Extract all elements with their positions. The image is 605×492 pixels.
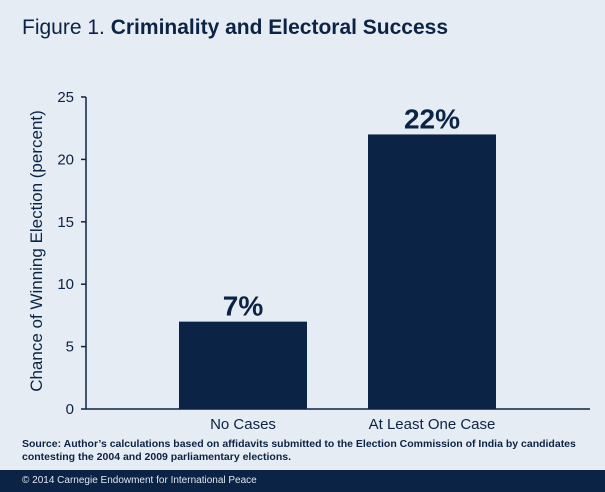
bar xyxy=(368,134,496,409)
source-note: Source: Author’s calculations based on a… xyxy=(22,438,576,463)
x-axis-tick-labels: No Cases At Least One Case xyxy=(210,416,495,433)
copyright-text: © 2014 Carnegie Endowment for Internatio… xyxy=(22,475,257,486)
y-tick-label: 5 xyxy=(66,339,74,356)
figure-title: Figure 1. Criminality and Electoral Succ… xyxy=(22,16,448,40)
y-tick-label: 0 xyxy=(66,401,74,418)
bar xyxy=(179,321,307,409)
y-tick-label: 15 xyxy=(57,214,74,231)
bar-chart: 0 5 10 15 20 25 7% 22% No Cases At Least One Ca… xyxy=(27,89,590,433)
bar-data-label: 22% xyxy=(404,103,460,134)
x-tick-label: At Least One Case xyxy=(369,416,496,433)
y-tick-label: 25 xyxy=(57,89,74,106)
bars xyxy=(179,134,496,409)
figure-label: Figure 1. xyxy=(22,16,105,39)
y-tick-label: 10 xyxy=(57,276,74,293)
bar-data-labels: 7% 22% xyxy=(223,103,460,321)
y-axis-title: Chance of Winning Election (percent) xyxy=(27,110,46,392)
x-tick-label: No Cases xyxy=(210,416,276,433)
bar-data-label: 7% xyxy=(223,291,264,322)
footer-bar: © 2014 Carnegie Endowment for Internatio… xyxy=(0,470,605,492)
figure-title-text: Criminality and Electoral Success xyxy=(110,16,449,39)
y-tick-label: 20 xyxy=(57,151,74,168)
y-axis-ticks: 0 5 10 15 20 25 xyxy=(57,89,86,418)
